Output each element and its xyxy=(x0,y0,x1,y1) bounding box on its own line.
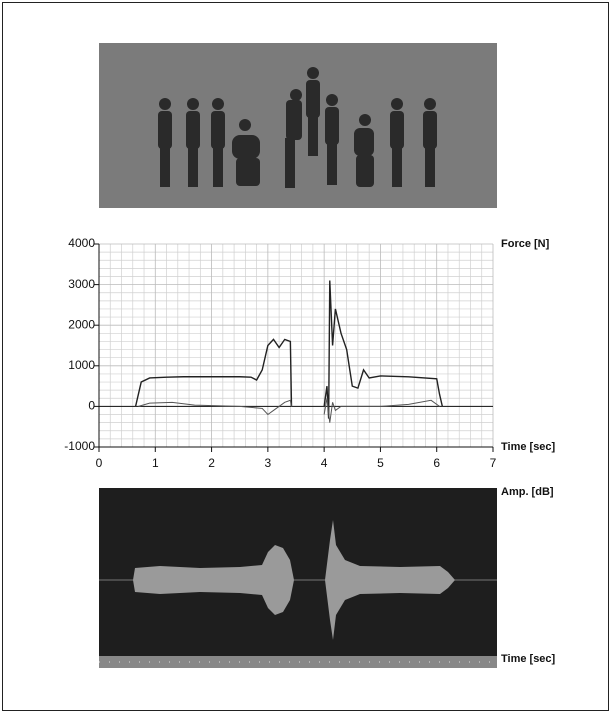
y-tick-label: 0 xyxy=(88,399,95,413)
x-tick-label: 0 xyxy=(96,456,103,470)
y-tick-label: -1000 xyxy=(64,439,95,453)
x-tick-label: 1 xyxy=(152,456,159,470)
y-axis-label: Amp. [dB] xyxy=(501,486,554,498)
y-axis-label: Force [N] xyxy=(501,238,550,250)
x-tick-label: 7 xyxy=(490,456,497,470)
waveform-panel: Amp. [dB] Time [sec] xyxy=(99,486,556,668)
x-tick-label: 4 xyxy=(321,456,328,470)
photo-strip xyxy=(99,43,497,208)
x-axis-label: Time [sec] xyxy=(501,441,556,453)
page: 01234567-100001000200030004000Force [N]T… xyxy=(0,0,613,720)
x-tick-label: 5 xyxy=(377,456,384,470)
x-axis-label: Time [sec] xyxy=(501,653,556,665)
y-tick-label: 3000 xyxy=(68,277,95,291)
y-tick-label: 2000 xyxy=(68,317,95,331)
y-tick-label: 1000 xyxy=(68,358,95,372)
y-tick-label: 4000 xyxy=(68,236,95,250)
x-tick-label: 2 xyxy=(208,456,215,470)
figure: 01234567-100001000200030004000Force [N]T… xyxy=(0,0,613,715)
x-tick-label: 3 xyxy=(265,456,272,470)
x-tick-label: 6 xyxy=(433,456,440,470)
